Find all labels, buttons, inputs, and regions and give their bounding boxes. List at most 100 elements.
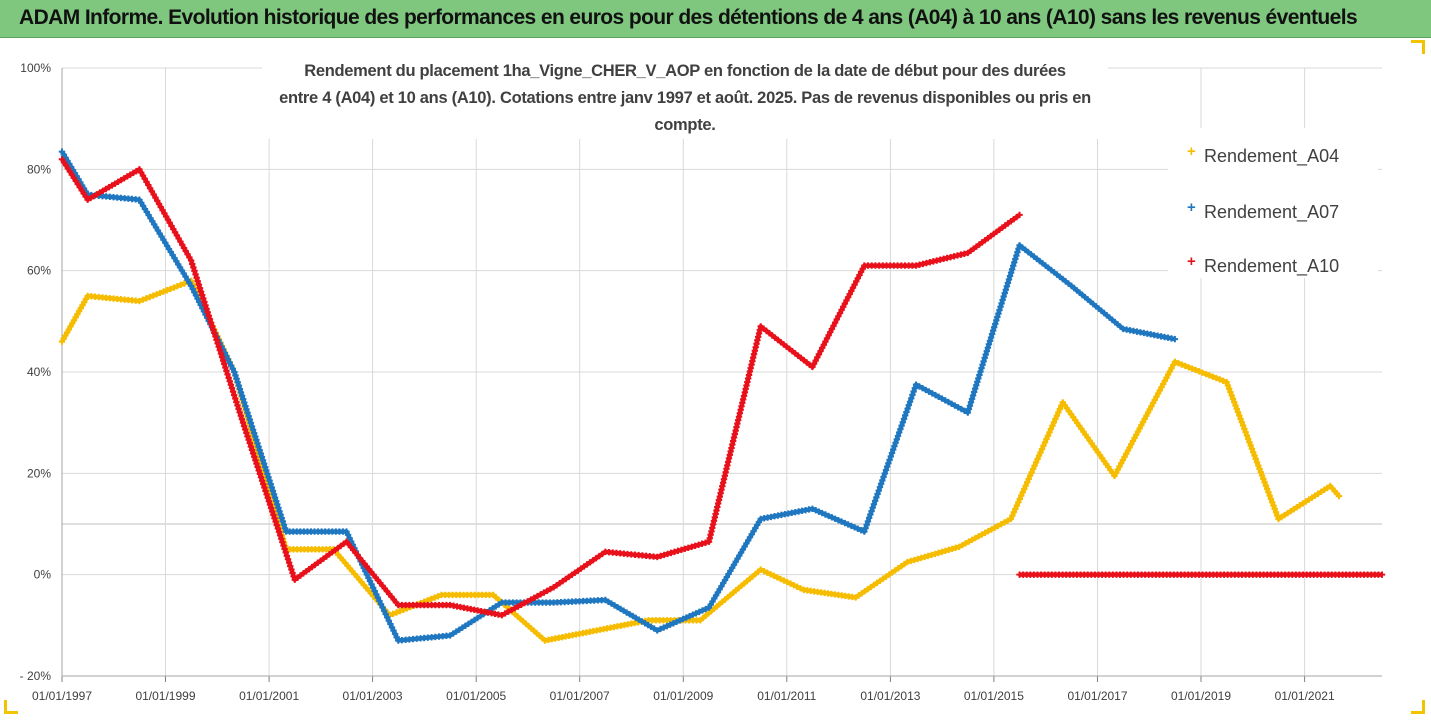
data-point-a07	[976, 371, 983, 379]
data-point-a10	[247, 443, 255, 450]
data-point-a07	[988, 330, 996, 338]
data-point-a10	[681, 545, 689, 553]
data-point-a04	[177, 281, 184, 289]
data-point-a07	[865, 514, 873, 522]
data-point-a04	[1013, 502, 1021, 509]
data-point-a07	[999, 296, 1006, 304]
data-point-a07	[875, 487, 882, 494]
data-point-a07	[255, 443, 262, 450]
data-point-a07	[967, 399, 975, 406]
data-point-a07	[393, 634, 400, 641]
data-point-a07	[257, 450, 264, 457]
data-point-a07	[987, 334, 995, 341]
legend-label-a04: Rendement_A04	[1204, 146, 1340, 166]
x-tick-label: 01/01/2001	[239, 689, 299, 703]
data-point-a07	[274, 501, 281, 508]
data-point-a10	[508, 606, 515, 614]
data-point-a10	[671, 548, 678, 556]
data-point-a07	[966, 402, 974, 409]
data-point-a04	[1016, 495, 1023, 503]
y-tick-label: 60%	[27, 264, 51, 278]
data-point-a07	[244, 409, 251, 416]
data-point-a10	[242, 426, 249, 433]
x-tick-label: 01/01/1999	[135, 689, 195, 703]
data-point-a07	[861, 528, 868, 535]
data-point-a07	[916, 383, 923, 390]
data-point-a04	[1272, 509, 1280, 516]
data-point-a10	[227, 381, 235, 388]
data-point-a07	[232, 372, 239, 379]
data-point-a07	[683, 614, 690, 621]
y-tick-label: - 20%	[20, 669, 52, 683]
data-point-a07	[922, 386, 929, 394]
data-point-a07	[241, 399, 248, 406]
data-point-a10	[234, 402, 241, 409]
data-point-a10	[240, 422, 248, 430]
data-point-a04	[1043, 435, 1050, 443]
data-point-a07	[1001, 289, 1008, 297]
data-point-a04	[928, 551, 935, 559]
data-point-a10	[264, 494, 271, 501]
data-point-a04	[774, 574, 781, 581]
data-point-a04	[1246, 438, 1253, 446]
data-point-a07	[281, 525, 289, 532]
data-point-a04	[1238, 418, 1246, 426]
data-point-a10	[657, 552, 664, 560]
data-point-a10	[205, 312, 212, 319]
data-point-a04	[1335, 492, 1343, 500]
data-point-a07	[1014, 248, 1021, 256]
data-point-a10	[196, 284, 204, 292]
data-point-a10	[208, 322, 216, 330]
data-point-a04	[1035, 452, 1043, 459]
data-point-a04	[1234, 408, 1242, 416]
data-point-a04	[1041, 439, 1049, 446]
data-point-a04	[1242, 428, 1249, 436]
data-point-a07	[1002, 286, 1010, 293]
data-point-a04	[1025, 475, 1032, 483]
data-point-a07	[948, 400, 955, 408]
data-point-a04	[770, 572, 778, 580]
data-point-a07	[279, 518, 287, 525]
data-point-a07	[249, 426, 257, 433]
data-point-a07	[892, 439, 899, 446]
data-point-a04	[1223, 378, 1230, 386]
data-point-a07	[253, 436, 260, 444]
data-point-a10	[217, 350, 225, 357]
data-point-a07	[886, 456, 893, 464]
data-point-a07	[894, 432, 902, 440]
data-point-a04	[1007, 515, 1015, 523]
data-point-a07	[841, 519, 849, 527]
data-point-a07	[848, 522, 855, 530]
data-point-a04	[1243, 432, 1251, 439]
data-point-a04	[431, 594, 438, 601]
data-point-a04	[797, 585, 804, 592]
data-point-a10	[225, 374, 232, 382]
data-point-a07	[812, 507, 819, 514]
data-point-a07	[977, 368, 984, 375]
data-point-a07	[938, 395, 946, 402]
data-point-a04	[1055, 409, 1062, 416]
data-point-a10	[688, 543, 695, 550]
data-point-a07	[689, 611, 696, 618]
data-point-a10	[237, 412, 245, 419]
data-point-a04	[153, 291, 160, 298]
data-point-a07	[1011, 259, 1018, 266]
data-point-a07	[365, 574, 372, 582]
data-point-a10	[685, 544, 692, 552]
chart-title-line-1: Rendement du placement 1ha_Vigne_CHER_V_…	[304, 62, 1066, 80]
data-point-a07	[1013, 252, 1020, 259]
data-point-a04	[1052, 415, 1059, 423]
data-point-a07	[1010, 262, 1017, 270]
data-point-a07	[1003, 283, 1011, 290]
x-tick-label: 01/01/2009	[653, 689, 713, 703]
data-point-a10	[279, 538, 286, 546]
data-point-a10	[218, 353, 226, 361]
data-point-a10	[269, 508, 276, 515]
data-point-a04	[952, 544, 959, 552]
data-point-a04	[991, 524, 998, 531]
x-tick-label: 01/01/1997	[32, 689, 92, 703]
chart-title-line-2: entre 4 (A04) et 10 ans (A10). Cotations…	[279, 89, 1091, 134]
data-point-a10	[266, 501, 274, 508]
data-point-a04	[1182, 362, 1189, 370]
data-point-a04	[1227, 388, 1234, 396]
